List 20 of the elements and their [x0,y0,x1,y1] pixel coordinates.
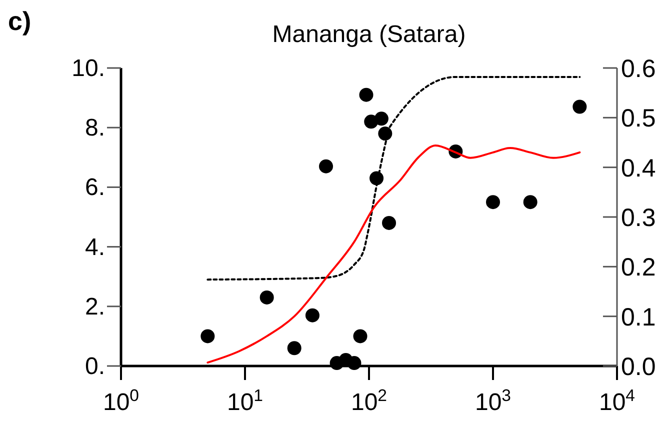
y-tick-label: 0. [84,353,105,380]
y2-tick-label: 0.0 [621,353,656,381]
y2-tick-label: 0.3 [621,204,656,232]
x-tick-label: 10$^{1}$ [226,386,264,416]
y-tick-label: 4. [84,234,105,261]
y2-tick-label: 0.4 [621,154,656,182]
y2-tick-label: 0.1 [621,303,656,332]
y-tick-label: 2. [84,293,105,320]
x-tick-label: 10$^{2}$ [350,386,388,416]
y-tick-label: 8. [84,114,105,142]
y2-tick-label: 0.5 [621,104,656,133]
x-tick-label: 10$^{4}$ [598,386,636,416]
y2-tick-label: 0.6 [621,55,656,83]
y-tick-label: 10. [72,55,105,82]
y-tick-label: 6. [84,174,105,202]
x-tick-label: 10$^{0}$ [102,386,140,416]
y2-tick-label: 0.2 [621,254,656,282]
chart-title: Mananga (Satara) [272,21,466,48]
x-tick-label: 10$^{3}$ [474,386,512,416]
text: c) [8,6,32,36]
